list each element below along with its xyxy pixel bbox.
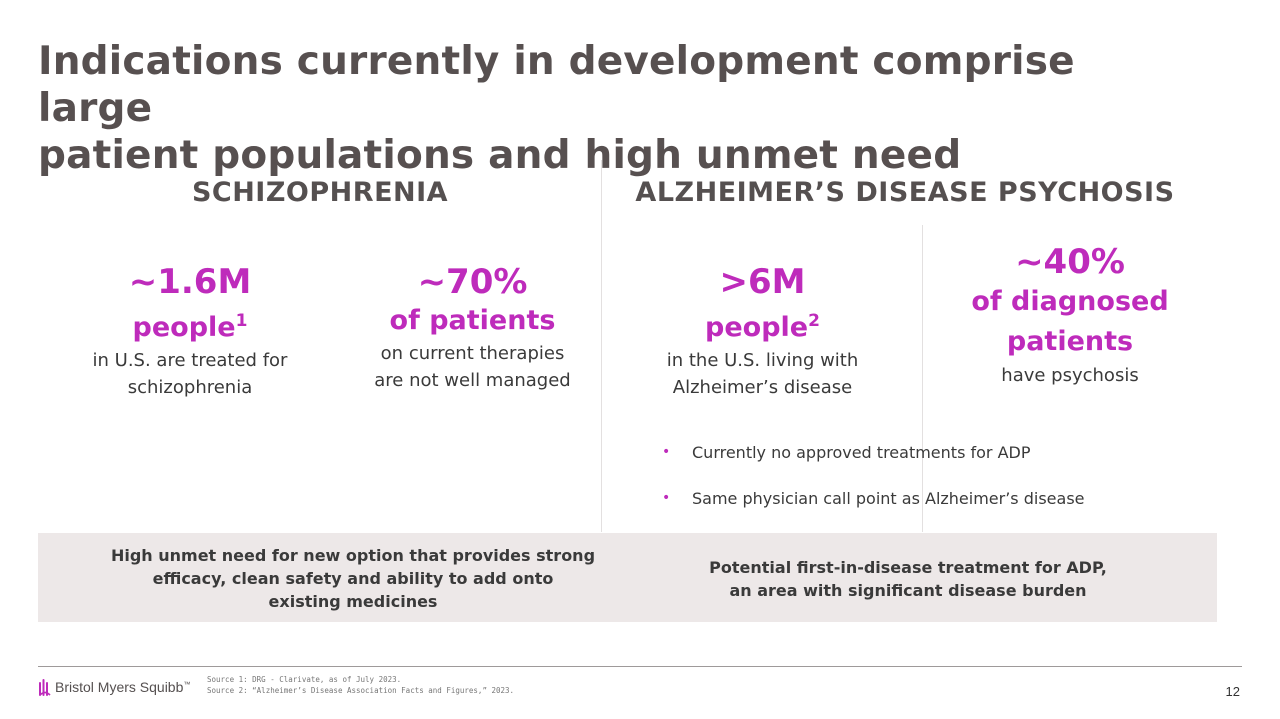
stat-unit: people1: [132, 311, 248, 343]
stat-alzheimers-psychosis: ~40% of diagnosed patients have psychosi…: [945, 242, 1195, 389]
stat-description: have psychosis: [1001, 365, 1139, 386]
stat-schizophrenia-managed: ~70% of patients on current therapies ar…: [345, 262, 600, 394]
logo-text: Bristol Myers Squibb™: [55, 679, 191, 695]
stat-value: ~1.6M: [128, 262, 252, 302]
stat-description: in the U.S. living with Alzheimer’s dise…: [666, 350, 859, 398]
adp-heading: ALZHEIMER’S DISEASE PSYCHOSIS: [635, 177, 1175, 208]
stat-unit: of diagnosed patients: [971, 286, 1169, 357]
slide-title-line-2: patient populations and high unmet need: [38, 133, 962, 178]
summary-band: High unmet need for new option that prov…: [38, 533, 1217, 622]
adp-summary: Potential first-in-disease treatment for…: [709, 558, 1107, 600]
stat-value: >6M: [719, 262, 806, 302]
stat-description: on current therapies are not well manage…: [374, 343, 571, 391]
stat-value: ~40%: [1015, 242, 1125, 282]
source-notes: Source 1: DRG - Clarivate, as of July 20…: [207, 674, 514, 696]
schizophrenia-heading: SCHIZOPHRENIA: [191, 177, 449, 208]
stat-schizophrenia-patients: ~1.6M people1 in U.S. are treated for sc…: [60, 262, 320, 401]
bullet-icon: •: [662, 490, 671, 506]
company-logo: Bristol Myers Squibb™: [38, 677, 190, 697]
page-number: 12: [1225, 684, 1240, 699]
slide-title: Indications currently in development com…: [38, 38, 1138, 179]
list-item: • Currently no approved treatments for A…: [662, 442, 1031, 462]
stat-divider: [922, 225, 923, 532]
adp-bullet-list: • Currently no approved treatments for A…: [662, 440, 1182, 532]
stat-description: in U.S. are treated for schizophrenia: [92, 350, 288, 398]
stat-alzheimers-people: >6M people2 in the U.S. living with Alzh…: [640, 262, 885, 401]
footer-divider: [38, 666, 1242, 667]
slide-title-line-1: Indications currently in development com…: [38, 39, 1075, 131]
stat-unit: people2: [705, 311, 820, 343]
column-divider: [601, 160, 602, 532]
bullet-icon: •: [662, 444, 671, 460]
footnote-ref: 1: [235, 311, 248, 331]
stat-unit: of patients: [389, 305, 556, 336]
schizophrenia-summary: High unmet need for new option that prov…: [110, 546, 596, 611]
bms-logo-icon: [39, 679, 51, 696]
source-note-2: Source 2: “Alzheimer’s Disease Associati…: [207, 686, 515, 695]
source-note-1: Source 1: DRG - Clarivate, as of July 20…: [207, 675, 402, 684]
stat-value: ~70%: [417, 262, 528, 302]
footnote-ref: 2: [808, 311, 820, 331]
list-item: • Same physician call point as Alzheimer…: [662, 488, 1085, 508]
